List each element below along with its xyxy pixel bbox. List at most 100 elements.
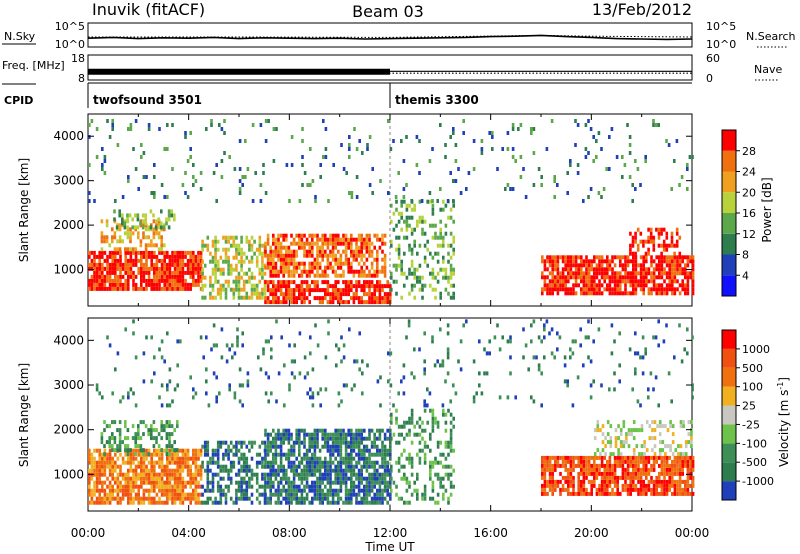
power-cell-1334: [395, 223, 398, 228]
power-cell-2073: [127, 127, 130, 131]
velocity-cell-2275: [653, 428, 657, 433]
power-cell-1155: [295, 284, 298, 289]
velocity-cell-328: [163, 464, 166, 469]
power-cell-66: [106, 254, 109, 259]
velocity-cell-906: [279, 492, 283, 497]
velocity-cell-1644: [431, 484, 435, 489]
power-cell-862: [305, 237, 309, 242]
power-cell-2295: [574, 143, 577, 147]
velocity-cell-200: [134, 476, 138, 481]
power-cell-1317: [390, 287, 393, 292]
velocity-cell-1944: [613, 471, 617, 476]
velocity-cell-2010: [634, 463, 638, 468]
power-cell-1872: [658, 287, 661, 292]
power-cell-1627: [574, 255, 578, 260]
power-cell-1886: [660, 263, 664, 268]
power-cell-266: [168, 254, 172, 259]
power-cell-251: [166, 278, 169, 283]
velocity-cell-2349: [158, 395, 161, 400]
power-cell-943: [331, 241, 335, 246]
power-cell-2172: [314, 199, 317, 203]
velocity-cell-2373: [199, 335, 203, 340]
power-cell-1378: [410, 283, 414, 288]
power-cell-1595: [567, 287, 570, 292]
velocity-cell-372: [173, 484, 177, 489]
velocity-cell-1984: [626, 463, 630, 468]
power-cell-785: [282, 273, 285, 278]
velocity-cell-1486: [383, 496, 387, 501]
power-cell-1913: [671, 291, 674, 296]
velocity-cell-560: [147, 428, 150, 433]
velocity-cell-1818: [572, 463, 575, 468]
velocity-cell-1687: [444, 444, 448, 449]
power-cell-338: [189, 250, 192, 255]
power-cell-271: [171, 270, 174, 275]
power-cell-479: [128, 213, 132, 218]
power-cell-2164: [301, 155, 304, 159]
velocity-cell-1302: [350, 468, 353, 473]
velocity-cell-1011: [298, 448, 301, 453]
noise-right-tick-bottom: 10^0: [706, 38, 736, 51]
power-cell-1693: [595, 263, 599, 268]
power-cell-2196: [355, 147, 359, 151]
velocity-cell-1423: [370, 460, 374, 465]
power-cell-1521: [543, 287, 547, 292]
velocity-cell-2108: [665, 471, 669, 476]
velocity-cell-2297: [671, 440, 675, 445]
velocity-cell-222: [140, 472, 143, 477]
velocity-cell-851: [269, 492, 272, 497]
power-cell-2025: [660, 231, 663, 236]
power-cell-1502: [449, 207, 453, 212]
velocity-cell-1841: [580, 455, 583, 460]
power-cell-1007: [355, 269, 358, 274]
power-cell-1790: [629, 283, 632, 288]
power-cell-1351: [400, 215, 403, 220]
velocity-cell-116: [114, 476, 117, 481]
velocity-cell-1315: [352, 484, 356, 489]
velocity-cell-341: [166, 456, 169, 461]
power-cell-1058: [370, 253, 374, 258]
velocity-cell-2240: [625, 440, 628, 445]
velocity-cell-562: [150, 432, 153, 437]
velocity-cell-348: [168, 480, 172, 485]
velocity-cell-514: [113, 420, 117, 425]
velocity-cell-2511: [423, 371, 426, 376]
velocity-cell-1406: [368, 472, 371, 477]
velocity-cell-848: [266, 432, 270, 437]
power-cell-1253: [355, 284, 358, 289]
power-cell-1173: [305, 284, 309, 289]
velocity-cell-1091: [313, 468, 317, 473]
velocity-cell-2037: [642, 463, 645, 468]
power-cell-2247: [465, 187, 468, 191]
power-cell-635: [237, 271, 241, 276]
velocity-cell-1044: [305, 496, 309, 501]
velocity-cell-1076: [311, 468, 314, 473]
velocity-cell-1338: [355, 432, 358, 437]
velocity-cell-1924: [608, 491, 612, 496]
power-cell-77: [111, 282, 114, 287]
velocity-cell-788: [255, 496, 259, 501]
power-cell-1792: [629, 275, 632, 280]
velocity-cell-1786: [561, 455, 565, 460]
velocity-cell-2150: [678, 479, 682, 484]
power-cell-541: [211, 283, 215, 288]
power-cell-503: [162, 225, 166, 230]
velocity-cell-1200: [331, 436, 335, 441]
power-cell-492: [144, 213, 147, 218]
power-cell-1271: [365, 280, 369, 285]
power-cell-76: [111, 286, 114, 291]
power-cell-1316: [389, 284, 392, 289]
velocity-cell-582: [165, 448, 169, 453]
power-cell-576: [222, 287, 225, 292]
velocity-cell-862: [269, 440, 272, 445]
power-cell-2034: [665, 231, 669, 236]
velocity-cell-1900: [600, 479, 604, 484]
velocity-cell-726: [237, 488, 241, 493]
velocity-cell-1178: [329, 476, 332, 481]
velocity-cell-1592: [410, 412, 414, 417]
velocity-cell-1241: [339, 464, 343, 469]
velocity-cell-2430: [275, 319, 278, 324]
velocity-cell-406: [179, 448, 182, 453]
power-cell-1151: [292, 280, 296, 285]
velocity-cell-121: [116, 500, 120, 505]
